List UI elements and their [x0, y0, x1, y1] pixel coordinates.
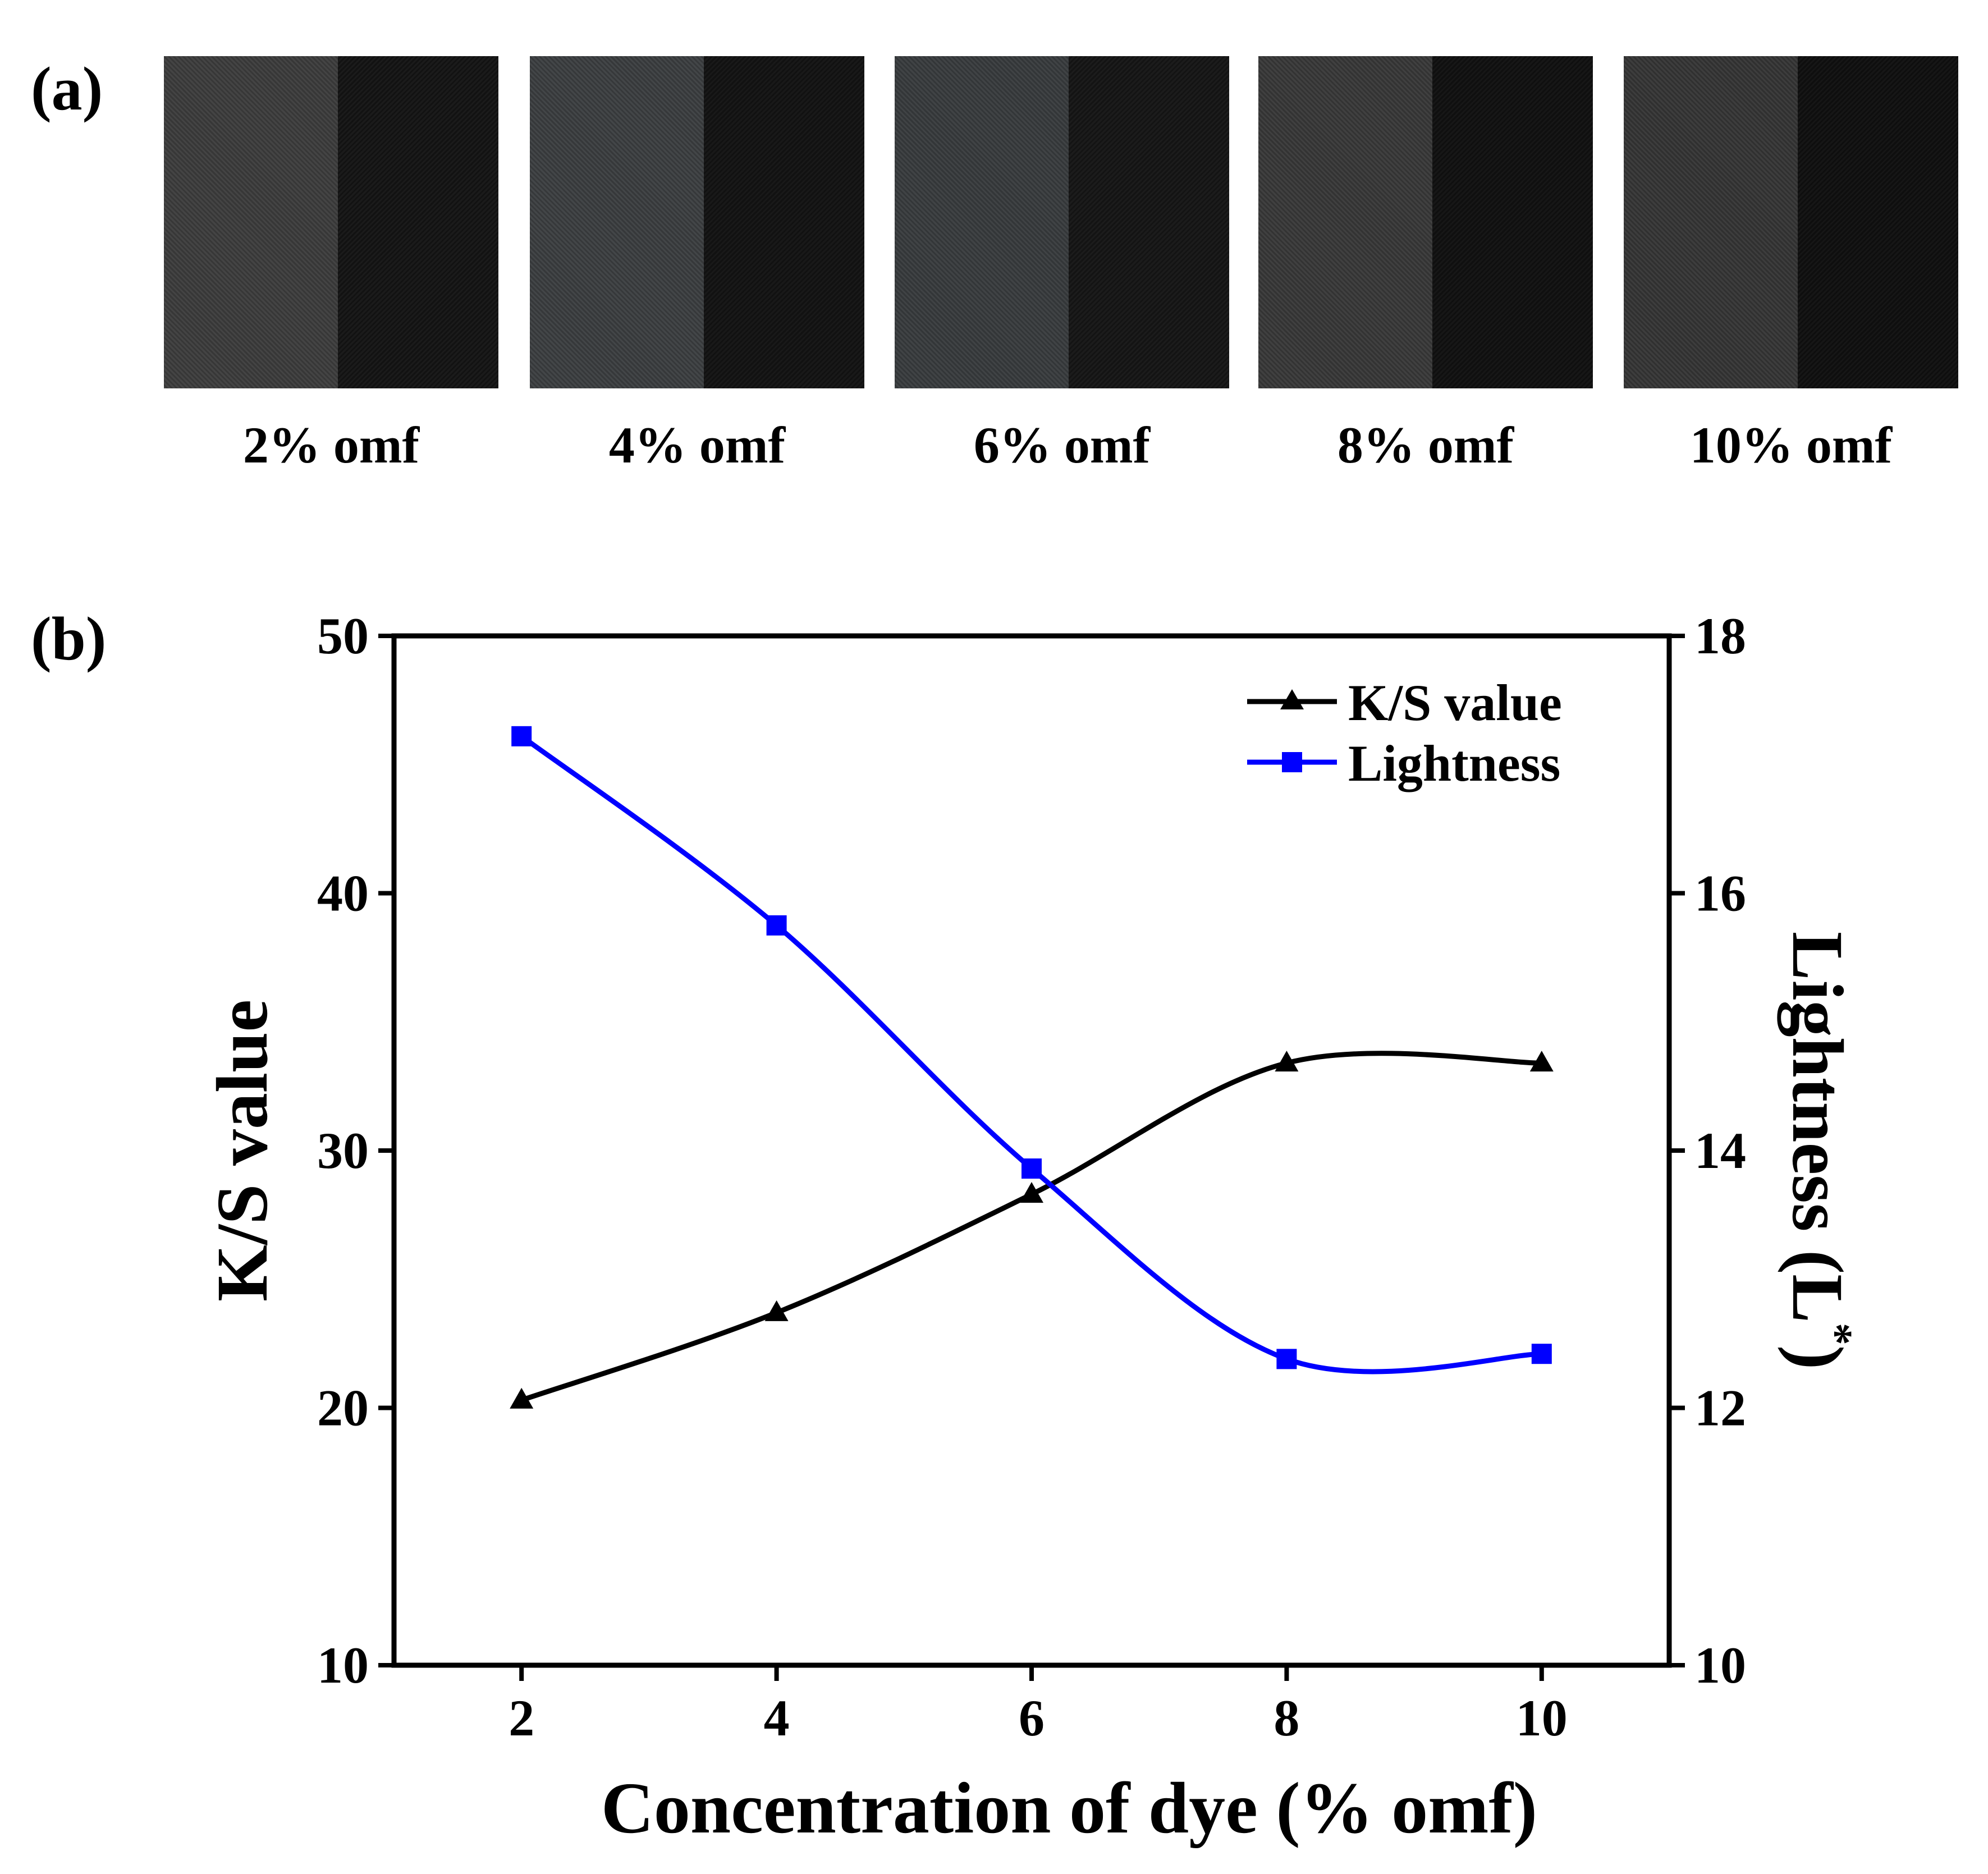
- y2-axis-title-main: Lightness (L: [1777, 932, 1858, 1323]
- fabric-swatch-4-omf: [530, 56, 864, 388]
- dyed-fabric-region: [337, 56, 498, 388]
- y2-tick-label: 10: [1694, 1637, 1746, 1694]
- data-point-lightness: [1276, 1349, 1297, 1369]
- legend-label-ks: K/S value: [1348, 674, 1562, 731]
- undyed-fabric-region: [1258, 56, 1432, 388]
- left-y-axis: 10 20 30 40 50: [317, 607, 394, 1694]
- y-axis-title: K/S value: [202, 1000, 283, 1302]
- undyed-fabric-region: [895, 56, 1069, 388]
- fabric-swatch-8-omf: [1258, 56, 1593, 388]
- x-axis-title: Concentration of dye (% omf): [601, 1768, 1537, 1849]
- right-y-axis: 10 12 14 16 18: [1669, 607, 1746, 1694]
- dyed-fabric-region: [1068, 56, 1229, 388]
- swatch-label: 8% omf: [1337, 416, 1514, 474]
- fabric-swatch-6-omf: [895, 56, 1229, 388]
- panel-b-label: (b): [31, 604, 107, 673]
- data-point-lightness: [511, 726, 532, 746]
- x-tick-label: 8: [1274, 1689, 1299, 1747]
- y2-tick-label: 12: [1694, 1380, 1746, 1437]
- y2-axis-title: Lightness (L*): [1777, 932, 1861, 1369]
- swatch-label: 2% omf: [242, 416, 420, 474]
- legend-marker-triangle: [1280, 689, 1304, 709]
- y-tick-label: 40: [317, 865, 369, 922]
- y2-tick-label: 14: [1694, 1122, 1746, 1179]
- data-point-k-s-value: [764, 1300, 789, 1321]
- y-tick-label: 10: [317, 1637, 369, 1694]
- panel-a-label: (a): [31, 54, 103, 123]
- undyed-fabric-region: [164, 56, 338, 388]
- y-tick-label: 30: [317, 1122, 369, 1179]
- data-point-k-s-value: [1275, 1051, 1299, 1072]
- x-tick-label: 2: [509, 1689, 534, 1747]
- x-tick-label: 10: [1516, 1689, 1568, 1747]
- y2-axis-title-close: ): [1777, 1345, 1858, 1369]
- dyed-fabric-region: [703, 56, 864, 388]
- data-point-lightness: [766, 915, 787, 936]
- swatch-label: 10% omf: [1689, 416, 1893, 474]
- x-tick-label: 4: [764, 1689, 790, 1747]
- y2-axis-title-superscript: *: [1811, 1323, 1861, 1345]
- fabric-swatch-2-omf: [164, 56, 498, 388]
- series-line-k-s-value: [520, 1051, 1542, 1403]
- dyed-fabric-region: [1797, 56, 1958, 388]
- y2-tick-label: 16: [1694, 865, 1746, 922]
- legend-label-lightness: Lightness: [1348, 735, 1560, 792]
- data-point-lightness: [1022, 1158, 1042, 1179]
- legend-marker-square: [1282, 752, 1302, 772]
- data-point-k-s-value: [1529, 1051, 1554, 1072]
- fabric-swatch-10-omf: [1624, 56, 1958, 388]
- dyed-fabric-region: [1432, 56, 1593, 388]
- legend: K/S value Lightness: [1247, 674, 1562, 792]
- swatch-label: 6% omf: [973, 416, 1151, 474]
- data-point-k-s-value: [510, 1387, 534, 1409]
- undyed-fabric-region: [1624, 56, 1798, 388]
- swatch-label: 4% omf: [608, 416, 786, 474]
- series-layer: [510, 726, 1554, 1409]
- data-point-k-s-value: [1020, 1181, 1043, 1203]
- y-tick-label: 20: [317, 1380, 369, 1437]
- undyed-fabric-region: [530, 56, 704, 388]
- y-tick-label: 50: [317, 607, 369, 665]
- x-tick-label: 6: [1019, 1689, 1045, 1747]
- data-point-lightness: [1531, 1344, 1552, 1364]
- x-axis: 2 4 6 8 10: [509, 1665, 1568, 1747]
- y2-tick-label: 18: [1694, 607, 1746, 665]
